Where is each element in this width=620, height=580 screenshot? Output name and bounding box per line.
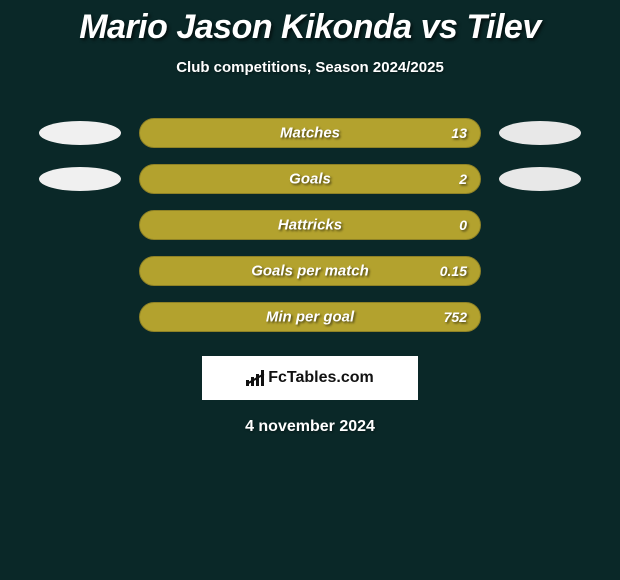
chart-icon: [246, 370, 264, 386]
stat-row: Min per goal 752: [0, 294, 620, 340]
date-line: 4 november 2024: [0, 418, 620, 436]
stat-value: 2: [459, 171, 467, 187]
stat-bar: Goals per match 0.15: [139, 256, 481, 286]
stat-value: 0.15: [440, 263, 467, 279]
stat-value: 752: [444, 309, 467, 325]
stat-label: Goals: [289, 171, 331, 188]
left-ellipse: [39, 167, 121, 191]
stat-row: Goals per match 0.15: [0, 248, 620, 294]
stat-bar: Hattricks 0: [139, 210, 481, 240]
stat-value: 13: [451, 125, 467, 141]
right-ellipse: [499, 167, 581, 191]
stat-bar: Matches 13: [139, 118, 481, 148]
page-subtitle: Club competitions, Season 2024/2025: [0, 59, 620, 76]
stat-label: Goals per match: [251, 263, 369, 280]
stat-value: 0: [459, 217, 467, 233]
stat-label: Min per goal: [266, 309, 354, 326]
page-title: Mario Jason Kikonda vs Tilev: [0, 0, 620, 47]
stat-label: Hattricks: [278, 217, 342, 234]
stat-bar: Goals 2: [139, 164, 481, 194]
stats-area: Matches 13 Goals 2 Hattricks 0 Goals per match…: [0, 110, 620, 340]
stat-row: Hattricks 0: [0, 202, 620, 248]
stat-row: Goals 2: [0, 156, 620, 202]
left-ellipse: [39, 121, 121, 145]
stat-label: Matches: [280, 125, 340, 142]
right-ellipse: [499, 121, 581, 145]
stat-bar: Min per goal 752: [139, 302, 481, 332]
stat-row: Matches 13: [0, 110, 620, 156]
brand-box[interactable]: FcTables.com: [202, 356, 418, 400]
brand-text: FcTables.com: [268, 369, 374, 387]
